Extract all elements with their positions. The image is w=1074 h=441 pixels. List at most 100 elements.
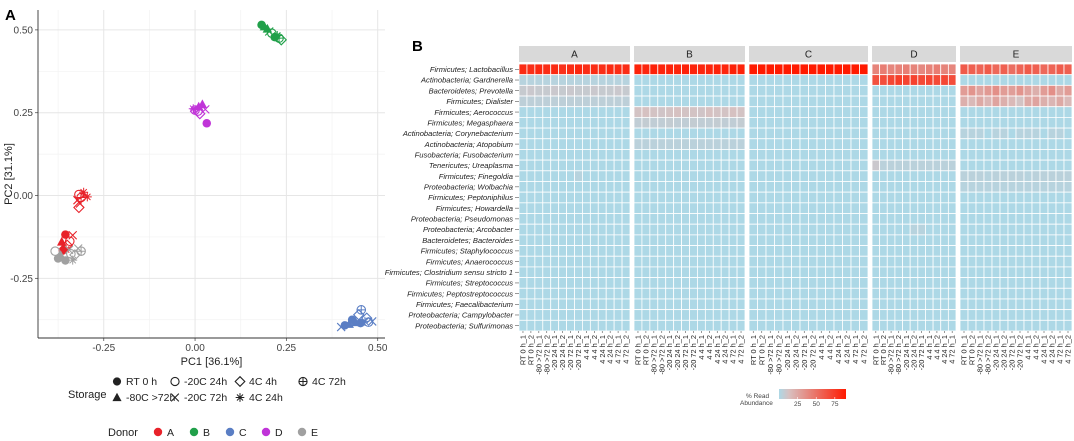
heatmap-cell: [657, 234, 667, 246]
heatmap-cell: [697, 84, 706, 97]
heatmap-cell: [704, 266, 714, 279]
heatmap-cell: [605, 63, 615, 76]
heatmap-cell: [842, 149, 852, 161]
heatmap-cell: [558, 266, 567, 279]
heatmap-cell: [757, 298, 767, 311]
heatmap-cell: [605, 245, 615, 257]
heatmap-cell: [712, 181, 722, 193]
heatmap-cell: [879, 191, 888, 204]
heatmap-cell: [1015, 170, 1025, 182]
heatmap-cell: [1031, 245, 1041, 257]
heatmap-cell: [720, 63, 730, 76]
heatmap-cell: [657, 149, 667, 161]
heatmap-cell: [673, 191, 682, 204]
heatmap-cell: [932, 255, 942, 268]
heatmap-cell: [526, 170, 536, 182]
heatmap-cell: [983, 234, 993, 246]
heatmap-cell: [1007, 159, 1017, 172]
heatmap-cell: [542, 159, 552, 172]
heatmap-cell: [825, 159, 835, 172]
heatmap-cell: [621, 277, 631, 289]
heatmap-cell: [597, 255, 607, 268]
heatmap-cell: [589, 213, 599, 225]
heatmap-cell: [850, 266, 860, 279]
heatmap-cell: [879, 266, 888, 279]
heatmap-cell: [633, 234, 643, 246]
heatmap-cell: [894, 181, 903, 193]
heatmap-cell: [673, 138, 682, 150]
heatmap-cell: [909, 319, 919, 332]
heatmap-cell: [825, 319, 835, 332]
heatmap-cell: [665, 63, 675, 76]
marker-circle-open: [170, 376, 180, 387]
heatmap-cell: [975, 213, 985, 225]
heatmap-cell: [748, 298, 758, 311]
heatmap-cell: [681, 213, 690, 225]
heatmap-cell: [1007, 213, 1017, 225]
heatmap-cell: [791, 74, 801, 86]
heatmap-cell: [697, 287, 706, 300]
heatmap-cell: [621, 213, 631, 225]
heatmap-cell: [574, 191, 583, 204]
heatmap-cell: [621, 84, 631, 97]
heatmap-cell: [518, 149, 528, 161]
heatmap-cell: [649, 266, 659, 279]
heatmap-cell: [566, 202, 575, 214]
heatmap-cell: [999, 181, 1009, 193]
donor-legend-swatch: [261, 427, 271, 437]
marker-circle-filled: [61, 256, 70, 265]
heatmap-cell: [894, 298, 903, 311]
heatmap-cell: [550, 149, 560, 161]
column-label: RT 0 h_2: [879, 335, 888, 365]
heatmap-cell: [1031, 319, 1041, 332]
heatmap-cell: [947, 298, 957, 311]
heatmap-cell: [1031, 181, 1041, 193]
heatmap-cell: [558, 298, 567, 311]
column-label: -80 >72 h_2: [894, 335, 903, 375]
heatmap-cell: [641, 191, 651, 204]
heatmap-cell: [774, 191, 784, 204]
heatmap-cell: [728, 202, 738, 214]
heatmap-cell: [574, 149, 583, 161]
heatmap-cell: [1007, 74, 1017, 86]
heatmap-cell: [947, 170, 957, 182]
heatmap-cell: [1039, 84, 1049, 97]
heatmap-cell: [917, 319, 926, 332]
heatmap-cell: [1047, 106, 1057, 118]
heatmap-cell: [925, 117, 934, 129]
heatmap-cell: [665, 319, 675, 332]
heatmap-cell: [886, 95, 896, 108]
heatmap-cell: [673, 213, 682, 225]
heatmap-cell: [1023, 213, 1033, 225]
heatmap-cell: [859, 255, 869, 268]
heatmap-cell: [681, 202, 690, 214]
heatmap-cell: [1047, 170, 1057, 182]
heatmap-cell: [689, 319, 698, 332]
heatmap-cell: [842, 287, 852, 300]
heatmap-cell: [842, 319, 852, 332]
marker-asterisk: [272, 31, 282, 41]
heatmap-cell: [1047, 191, 1057, 204]
marker-asterisk: [235, 393, 245, 402]
heatmap-cell: [1015, 223, 1025, 236]
row-label: Firmicutes; Clostridium sensu stricto 1: [385, 268, 513, 277]
heatmap-cell: [574, 266, 583, 279]
heatmap-cell: [1015, 298, 1025, 311]
heatmap-cell: [859, 95, 869, 108]
heatmap-cell: [558, 202, 567, 214]
heatmap-cell: [909, 277, 919, 289]
heatmap-cell: [1031, 191, 1041, 204]
heatmap-cell: [704, 213, 714, 225]
heatmap-cell: [657, 117, 667, 129]
heatmap-cell: [589, 106, 599, 118]
heatmap-cell: [782, 149, 792, 161]
heatmap-cell: [657, 138, 667, 150]
heatmap-cell: [902, 245, 911, 257]
heatmap-cell: [633, 149, 643, 161]
heatmap-cell: [597, 298, 607, 311]
heatmap-cell: [720, 127, 730, 140]
heatmap-cell: [665, 277, 675, 289]
heatmap-cell: [825, 63, 835, 76]
heatmap-cell: [782, 202, 792, 214]
heatmap-cell: [597, 149, 607, 161]
